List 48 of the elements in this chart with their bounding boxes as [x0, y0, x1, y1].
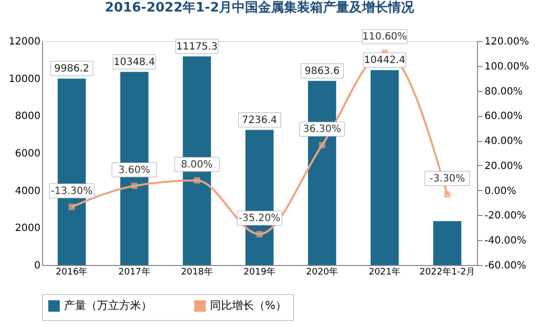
x-tick-label: 2018年: [180, 266, 213, 278]
x-tick-label: 2022年1-2月: [419, 266, 476, 278]
y-tick-label: 2000: [15, 223, 40, 234]
y-tick-label: 0: [34, 260, 40, 272]
y2-tick-label: 0.00%: [484, 186, 516, 197]
x-tick-label: 2021年: [368, 266, 401, 278]
y-tick-label: 8000: [15, 111, 40, 122]
bar: [433, 221, 462, 265]
x-tick-label: 2019年: [244, 266, 276, 278]
x-tick-label: 2016年: [56, 266, 88, 278]
point: [68, 204, 75, 210]
data-label: 11175.3: [176, 41, 218, 52]
y-tick-label: 10000: [8, 74, 40, 85]
y2-tick-label: -40.00%: [484, 236, 526, 247]
data-label: -3.30%: [430, 173, 465, 184]
y2-tick-label: 80.00%: [484, 86, 523, 98]
data-label: 9863.6: [304, 66, 340, 77]
data-label: 3.60%: [118, 164, 150, 176]
y2-tick-label: 40.00%: [484, 136, 523, 148]
data-label: 7236.4: [242, 114, 277, 126]
chart-title: 2016-2022年1-2月中国金属集装箱产量及增长情况: [104, 0, 416, 16]
point: [256, 230, 263, 238]
data-label: 110.60%: [362, 32, 407, 43]
data-label: -35.20%: [238, 213, 280, 224]
bar: [370, 70, 399, 265]
legend-label: 产量（万立方米）: [64, 299, 152, 312]
y2-tick-label: 60.00%: [484, 111, 523, 122]
data-label: -13.30%: [50, 186, 93, 197]
point: [131, 182, 138, 190]
y2-tick-label: 120.00%: [484, 36, 529, 48]
data-label: 36.30%: [303, 124, 342, 136]
y2-tick-label: -60.00%: [484, 260, 526, 272]
data-label: 10442.4: [364, 55, 406, 66]
x-tick-label: 2020年: [306, 266, 338, 278]
point: [318, 142, 326, 148]
point: [194, 177, 200, 184]
data-label: 9986.2: [54, 64, 90, 75]
legend-label: 同比增长（%）: [210, 299, 286, 312]
data-label: 10348.4: [114, 56, 155, 68]
y-tick-label: 4000: [15, 186, 40, 197]
y2-tick-label: 20.00%: [484, 160, 523, 172]
data-label: 8.00%: [181, 159, 213, 170]
y-tick-label: 6000: [15, 148, 40, 160]
y2-tick-label: -20.00%: [484, 210, 526, 222]
point: [444, 191, 450, 198]
x-tick-label: 2017年: [118, 266, 150, 278]
y2-tick-label: 100.00%: [484, 61, 529, 72]
y-tick-label: 12000: [8, 36, 40, 48]
